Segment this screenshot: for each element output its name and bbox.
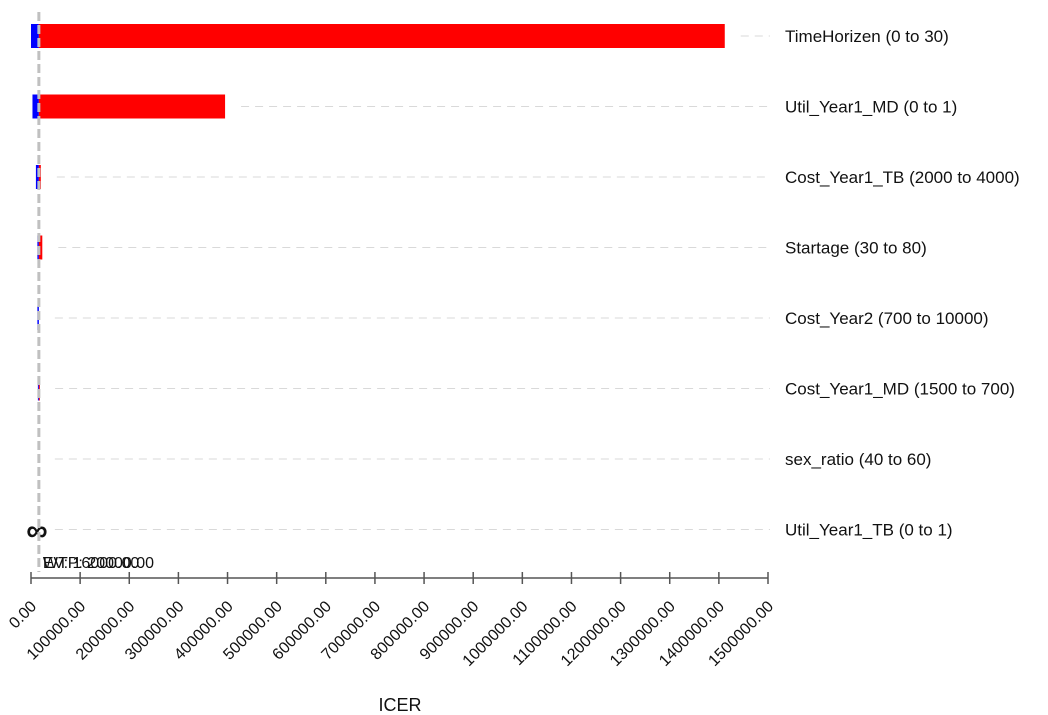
parameter-label: TimeHorizen (0 to 30): [785, 27, 949, 46]
bar-high: [38, 235, 43, 260]
bar-high: [38, 24, 725, 48]
x-axis: 0.00100000.00200000.00300000.00400000.00…: [6, 572, 777, 670]
ev-label: EV: 16000.00: [43, 555, 139, 572]
bar-low: [31, 24, 39, 48]
bar-low: [37, 376, 39, 401]
parameter-label: Cost_Year2 (700 to 10000): [785, 309, 989, 328]
parameter-label: Util_Year1_MD (0 to 1): [785, 98, 957, 117]
grid-lines: [54, 35, 770, 530]
parameter-labels: TimeHorizen (0 to 30) Util_Year1_MD (0 to…: [785, 27, 1020, 540]
wtp-label: WTP: 20000.00: [43, 555, 154, 572]
parameter-label: Startage (30 to 80): [785, 239, 927, 258]
x-tick-label: 0.00: [6, 598, 40, 632]
parameter-label: sex_ratio (40 to 60): [785, 450, 931, 469]
baseline: EV: 16000.00 WTP: 20000.00: [37, 12, 154, 572]
bars: ∞: [26, 24, 725, 548]
x-axis-label: ICER: [378, 695, 421, 715]
bar-low: [32, 94, 39, 119]
bar-high: [38, 94, 226, 119]
infinity-marker: ∞: [26, 515, 47, 548]
parameter-label: Cost_Year1_MD (1500 to 700): [785, 380, 1015, 399]
bar-high: [38, 376, 40, 401]
parameter-label: Util_Year1_TB (0 to 1): [785, 521, 953, 540]
parameter-label: Cost_Year1_TB (2000 to 4000): [785, 168, 1020, 187]
